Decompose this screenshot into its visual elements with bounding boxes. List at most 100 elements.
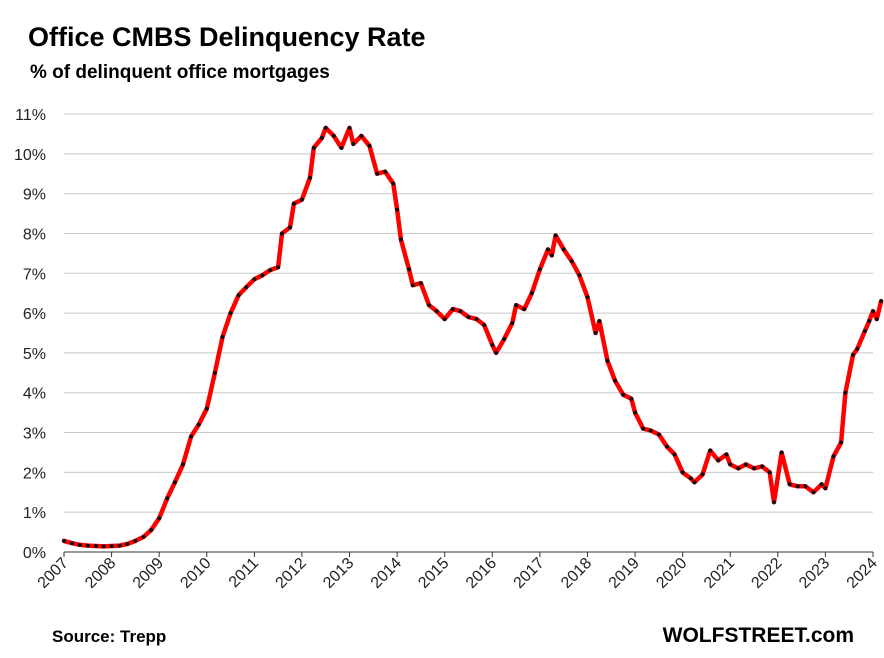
data-point xyxy=(149,528,154,533)
x-tick-label: 2018 xyxy=(558,555,595,592)
data-point xyxy=(482,323,487,328)
data-point xyxy=(244,285,249,290)
data-point xyxy=(502,336,507,341)
data-point xyxy=(319,135,324,140)
data-point xyxy=(716,458,721,463)
data-point xyxy=(656,432,661,437)
data-point xyxy=(427,303,432,308)
data-point xyxy=(339,145,344,150)
x-tick-label: 2019 xyxy=(606,555,643,592)
data-point xyxy=(593,331,598,335)
data-point xyxy=(736,466,741,471)
y-tick-label: 7% xyxy=(23,266,46,283)
data-point xyxy=(291,201,296,206)
x-tick-label: 2024 xyxy=(844,555,881,592)
data-point xyxy=(196,422,201,427)
data-point xyxy=(672,452,677,457)
data-point xyxy=(204,406,209,411)
data-point xyxy=(407,267,412,272)
data-point xyxy=(395,207,400,212)
data-point xyxy=(633,410,638,415)
series-line xyxy=(61,125,884,549)
brand-label: WOLFSTREET.com xyxy=(662,624,854,647)
data-point xyxy=(510,321,515,326)
data-point xyxy=(811,490,816,495)
x-tick-label: 2022 xyxy=(748,555,785,592)
y-tick-label: 0% xyxy=(23,545,46,562)
data-point xyxy=(189,434,194,439)
data-point xyxy=(648,428,653,433)
data-point xyxy=(760,464,765,469)
data-point xyxy=(180,462,185,467)
data-point xyxy=(545,247,550,252)
data-point xyxy=(569,259,574,264)
x-tick-label: 2016 xyxy=(463,555,500,592)
data-point xyxy=(276,265,281,270)
data-point xyxy=(549,253,554,258)
data-point xyxy=(77,542,82,547)
x-tick-label: 2008 xyxy=(82,555,119,592)
x-tick-label: 2010 xyxy=(177,555,214,592)
data-point xyxy=(839,440,844,445)
data-point xyxy=(819,482,824,487)
y-tick-label: 1% xyxy=(23,505,46,522)
x-tick-label: 2021 xyxy=(701,555,738,592)
y-axis-ticks: 0% 1% 2% 3% 4% 5% 6% 7% 8% 9% 10% 11% xyxy=(14,107,46,562)
data-point xyxy=(391,181,396,186)
data-point xyxy=(879,299,884,304)
data-point xyxy=(375,171,380,176)
data-point xyxy=(700,472,705,477)
data-point xyxy=(101,544,106,549)
data-point xyxy=(93,544,98,549)
y-tick-label: 9% xyxy=(23,187,46,204)
data-point xyxy=(299,197,304,202)
data-point xyxy=(728,462,733,467)
y-tick-label: 3% xyxy=(23,426,46,443)
data-point xyxy=(752,466,757,471)
data-point xyxy=(724,452,729,457)
y-tick-label: 4% xyxy=(23,386,46,403)
data-point xyxy=(522,307,527,312)
chart-title: Office CMBS Delinquency Rate xyxy=(28,22,426,52)
data-point xyxy=(351,141,356,146)
data-point xyxy=(383,169,388,174)
source-label: Source: Trepp xyxy=(52,627,167,646)
data-point xyxy=(268,268,273,273)
data-point xyxy=(442,317,447,322)
x-tick-label: 2023 xyxy=(796,555,833,592)
data-point xyxy=(621,392,626,397)
data-point xyxy=(311,145,316,150)
data-point xyxy=(874,317,879,322)
data-point xyxy=(553,233,558,238)
data-point xyxy=(803,484,808,489)
data-point xyxy=(367,143,372,148)
data-point xyxy=(141,534,146,539)
data-point xyxy=(529,291,534,296)
data-point xyxy=(410,283,415,288)
data-point xyxy=(708,448,713,453)
data-point xyxy=(585,295,590,300)
data-point xyxy=(629,396,634,401)
data-point xyxy=(831,454,836,459)
x-tick-label: 2012 xyxy=(273,555,310,592)
data-point xyxy=(434,309,439,314)
data-point xyxy=(597,319,602,324)
y-tick-label: 5% xyxy=(23,346,46,363)
data-point xyxy=(323,125,328,130)
data-point xyxy=(692,480,697,485)
data-point xyxy=(450,307,455,312)
x-tick-label: 2013 xyxy=(320,555,357,592)
data-point xyxy=(347,125,352,130)
data-point xyxy=(109,544,114,549)
data-point xyxy=(772,500,777,505)
chart-subtitle: % of delinquent office mortgages xyxy=(30,62,330,83)
data-point xyxy=(867,319,872,324)
data-point xyxy=(172,480,177,485)
data-point xyxy=(125,542,130,547)
data-point xyxy=(117,543,122,548)
data-point xyxy=(70,541,75,546)
data-point xyxy=(767,470,772,475)
data-point xyxy=(157,516,162,521)
data-point xyxy=(62,538,66,543)
x-tick-label: 2020 xyxy=(653,555,690,592)
